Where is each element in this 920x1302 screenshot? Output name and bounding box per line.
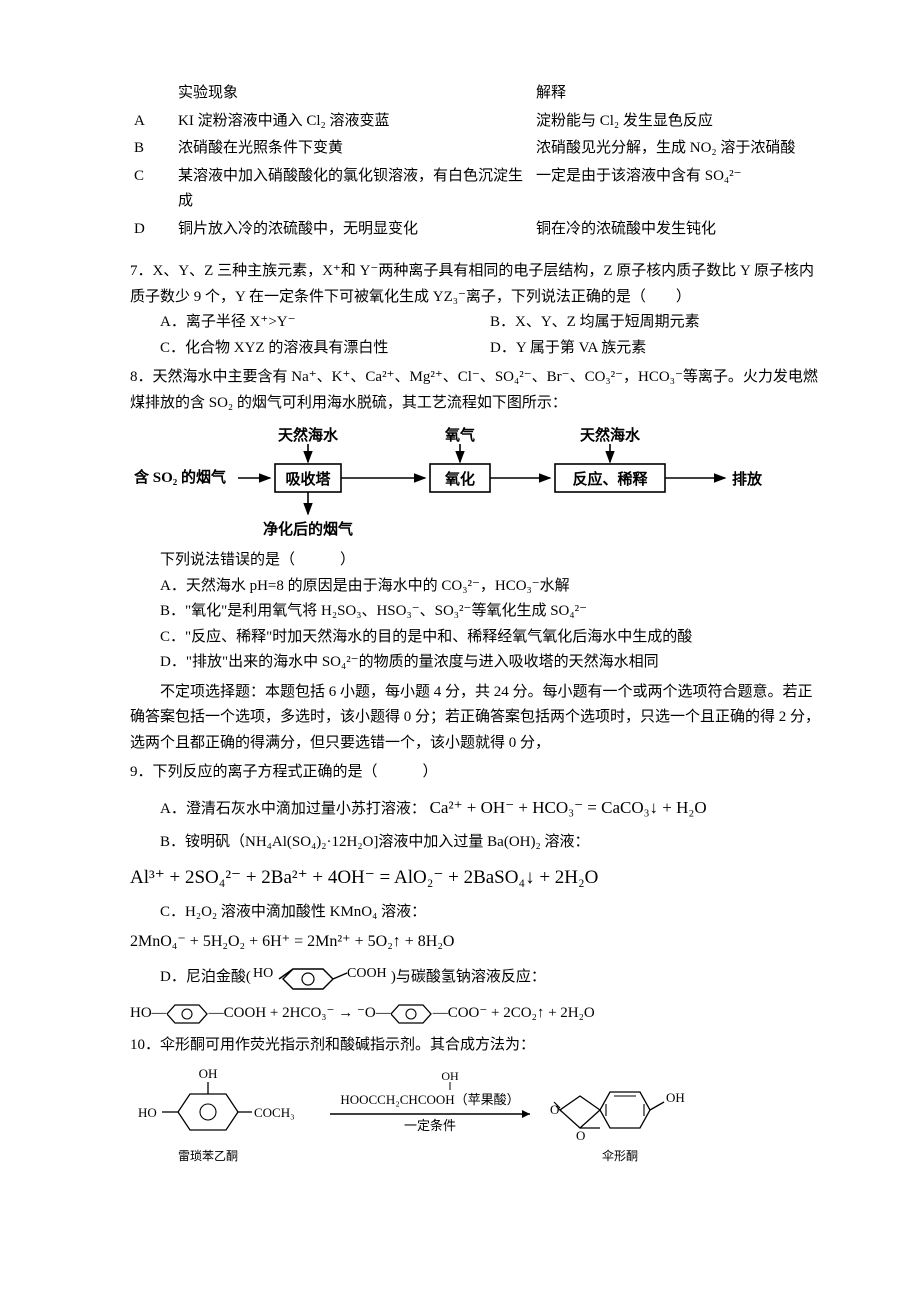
q7-d: D．Y 属于第 VA 族元素 xyxy=(490,336,820,362)
q9-a-eq: Ca²⁺ + OH⁻ + HCO₃⁻ = CaCO₃↓ + H₂O xyxy=(430,798,707,817)
q7-b: B．X、Y、Z 均属于短周期元素 xyxy=(490,310,820,336)
q9-b-eq: Al³⁺ + 2SO₄²⁻ + 2Ba²⁺ + 4OH⁻ = AlO₂⁻ + 2… xyxy=(130,862,820,894)
q10-stem: 10．伞形酮可用作荧光指示剂和酸碱指示剂。其合成方法为： xyxy=(130,1033,820,1059)
q7-c: C．化合物 XYZ 的溶液具有漂白性 xyxy=(130,336,490,362)
q8-flowchart: 含 SO₂ 的烟气 吸收塔 天然海水 净化后的烟气 氧化 氧气 反应、稀释 天然… xyxy=(130,422,820,542)
q7-stem: 7．X、Y、Z 三种主族元素，X⁺和 Y⁻两种离子具有相同的电子层结构，Z 原子… xyxy=(130,259,820,310)
svg-text:雷琐苯乙酮: 雷琐苯乙酮 xyxy=(178,1148,238,1163)
svg-text:COCH₃: COCH₃ xyxy=(254,1105,295,1120)
q10-scheme: OH HO COCH₃ 雷琐苯乙酮 OH HOOCCH₂CHCOOH（苹果酸） … xyxy=(130,1064,820,1174)
q9-d-eq-l: HO— xyxy=(130,1001,167,1027)
svg-text:COOH: COOH xyxy=(347,966,387,981)
q9-d-text2: )与碳酸氢钠溶液反应： xyxy=(391,965,546,991)
q9-c-eq: 2MnO₄⁻ + 5H₂O₂ + 6H⁺ = 2Mn²⁺ + 5O₂↑ + 8H… xyxy=(130,928,820,955)
benzene-icon xyxy=(167,1001,209,1027)
row-label: B xyxy=(130,135,174,163)
q9-d-eq: HO— —COOH + 2HCO₃⁻ → ⁻O— —COO⁻ + 2CO₂↑ +… xyxy=(130,1001,820,1027)
svg-text:OH: OH xyxy=(199,1066,218,1081)
q8-d: D．"排放"出来的海水中 SO₄²⁻的物质的量浓度与进入吸收塔的天然海水相同 xyxy=(130,650,820,676)
flow-box3: 反应、稀释 xyxy=(572,470,648,488)
row-ans: 淀粉能与 Cl₂ 发生显色反应 xyxy=(532,108,820,136)
q9-a-text: A．澄清石灰水中滴加过量小苏打溶液： xyxy=(160,801,426,817)
th-blank xyxy=(130,80,174,108)
row-exp: 浓硝酸在光照条件下变黄 xyxy=(174,135,532,163)
flow-box2: 氧化 xyxy=(444,470,475,488)
svg-text:O: O xyxy=(576,1128,585,1143)
row-exp: 铜片放入冷的浓硫酸中，无明显变化 xyxy=(174,216,532,244)
flow-bottom: 净化后的烟气 xyxy=(263,520,353,538)
q9-c: C．H₂O₂ 溶液中滴加酸性 KMnO₄ 溶液： xyxy=(130,900,820,926)
row-exp: 某溶液中加入硝酸酸化的氯化钡溶液，有白色沉淀生成 xyxy=(174,163,532,216)
q6-table: 实验现象 解释 A KI 淀粉溶液中通入 Cl₂ 溶液变蓝 淀粉能与 Cl₂ 发… xyxy=(130,80,820,243)
q9-b: B．铵明矾（NH₄Al(SO₄)₂·12H₂O]溶液中加入过量 Ba(OH)₂ … xyxy=(130,830,820,856)
q9-d-eq-r: —COO⁻ + 2CO₂↑ + 2H₂O xyxy=(433,1001,595,1027)
q8-b: B．"氧化"是利用氧气将 H₂SO₃、HSO₃⁻、SO₃²⁻等氧化生成 SO₄²… xyxy=(130,599,820,625)
flow-top2: 氧气 xyxy=(444,426,475,444)
q8-below: 下列说法错误的是（ ） xyxy=(130,548,820,574)
flow-box1: 吸收塔 xyxy=(285,470,331,488)
row-label: D xyxy=(130,216,174,244)
q10: 10．伞形酮可用作荧光指示剂和酸碱指示剂。其合成方法为： OH HO COCH₃… xyxy=(130,1033,820,1175)
benzene-struct-icon: HO COOH xyxy=(251,961,391,995)
svg-text:HO: HO xyxy=(253,966,273,981)
th-exp: 实验现象 xyxy=(174,80,532,108)
q9-d-text1: D．尼泊金酸( xyxy=(160,965,251,991)
q9-d: D．尼泊金酸( HO COOH )与碳酸氢钠溶液反应： xyxy=(130,961,820,995)
svg-text:伞形酮: 伞形酮 xyxy=(602,1148,638,1163)
svg-text:一定条件: 一定条件 xyxy=(404,1118,456,1133)
flow-input: 含 SO₂ 的烟气 xyxy=(134,468,226,486)
section2-instructions: 不定项选择题：本题包括 6 小题，每小题 4 分，共 24 分。每小题有一个或两… xyxy=(130,680,820,757)
q9: 9．下列反应的离子方程式正确的是（ ） A．澄清石灰水中滴加过量小苏打溶液： C… xyxy=(130,760,820,1027)
row-ans: 浓硝酸见光分解，生成 NO₂ 溶于浓硝酸 xyxy=(532,135,820,163)
q9-d-eq-m: —COOH + 2HCO₃⁻ → ⁻O— xyxy=(209,1001,391,1027)
th-ans: 解释 xyxy=(532,80,820,108)
row-label: A xyxy=(130,108,174,136)
q8-c: C．"反应、稀释"时加天然海水的目的是中和、稀释经氧气氧化后海水中生成的酸 xyxy=(130,625,820,651)
svg-text:OH: OH xyxy=(441,1069,459,1083)
q7: 7．X、Y、Z 三种主族元素，X⁺和 Y⁻两种离子具有相同的电子层结构，Z 原子… xyxy=(130,259,820,361)
q9-a: A．澄清石灰水中滴加过量小苏打溶液： Ca²⁺ + OH⁻ + HCO₃⁻ = … xyxy=(130,794,820,823)
svg-text:HOOCCH₂CHCOOH（苹果酸）: HOOCCH₂CHCOOH（苹果酸） xyxy=(340,1092,519,1107)
q9-stem: 9．下列反应的离子方程式正确的是（ ） xyxy=(130,760,820,786)
q8: 8．天然海水中主要含有 Na⁺、K⁺、Ca²⁺、Mg²⁺、Cl⁻、SO₄²⁻、B… xyxy=(130,365,820,676)
flow-top1: 天然海水 xyxy=(278,426,339,444)
svg-text:O: O xyxy=(550,1102,559,1117)
row-ans: 铜在冷的浓硫酸中发生钝化 xyxy=(532,216,820,244)
flow-out: 排放 xyxy=(732,470,763,488)
svg-text:OH: OH xyxy=(666,1090,685,1105)
flow-top3: 天然海水 xyxy=(580,426,641,444)
row-ans: 一定是由于该溶液中含有 SO₄²⁻ xyxy=(532,163,820,216)
benzene-icon xyxy=(391,1001,433,1027)
svg-text:HO: HO xyxy=(138,1105,157,1120)
q7-a: A．离子半径 X⁺>Y⁻ xyxy=(130,310,490,336)
row-exp: KI 淀粉溶液中通入 Cl₂ 溶液变蓝 xyxy=(174,108,532,136)
row-label: C xyxy=(130,163,174,216)
q8-stem: 8．天然海水中主要含有 Na⁺、K⁺、Ca²⁺、Mg²⁺、Cl⁻、SO₄²⁻、B… xyxy=(130,365,820,416)
q8-a: A．天然海水 pH=8 的原因是由于海水中的 CO₃²⁻，HCO₃⁻水解 xyxy=(130,574,820,600)
